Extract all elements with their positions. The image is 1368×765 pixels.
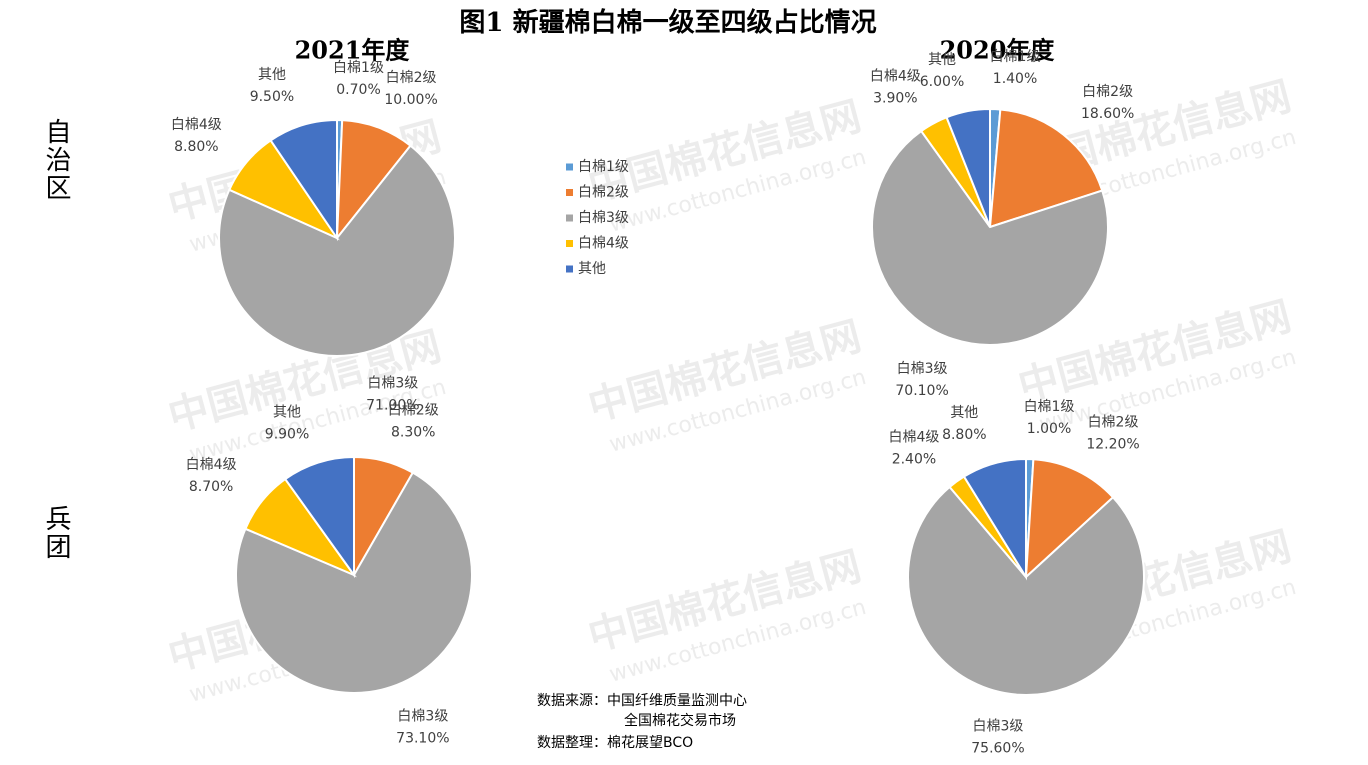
slice-value: 8.80% — [174, 139, 218, 155]
slice-value: 1.00% — [1027, 421, 1071, 437]
column-label: 2021年度 — [295, 36, 411, 65]
source: 数据来源：中国纤维质量监测中心 — [537, 693, 747, 709]
slice-value: 8.70% — [189, 479, 233, 495]
slice-value: 18.60% — [1081, 106, 1134, 122]
slice-category: 白棉1级 — [990, 48, 1041, 65]
slice-category: 白棉3级 — [367, 374, 418, 391]
slice-category: 白棉1级 — [1024, 398, 1075, 415]
slice-value: 9.50% — [250, 89, 294, 105]
slice-value: 2.40% — [892, 452, 936, 468]
slice-value: 10.00% — [384, 92, 437, 108]
legend-swatch — [566, 163, 573, 171]
legend-swatch — [566, 189, 573, 196]
chart-title: 图1 新疆棉白棉一级至四级占比情况 — [459, 7, 876, 38]
pie-slice — [235, 471, 473, 694]
slice-category: 白棉3级 — [897, 360, 948, 377]
slice-value: 9.90% — [265, 427, 309, 443]
slice-category: 白棉1级 — [333, 59, 384, 76]
slice-category: 白棉2级 — [386, 69, 437, 86]
slice-category: 白棉2级 — [1088, 414, 1139, 431]
slice-value: 3.90% — [873, 91, 917, 107]
slice-category: 其他 — [950, 405, 978, 421]
slice-category: 其他 — [258, 67, 286, 83]
pie-slice — [1024, 458, 1115, 580]
slice-value: 8.30% — [391, 424, 435, 440]
slice-category: 白棉4级 — [870, 68, 921, 85]
slice-category: 白棉4级 — [888, 429, 939, 446]
pie-slice — [269, 118, 338, 242]
slice-value: 70.10% — [895, 383, 948, 399]
legend-label: 白棉2级 — [578, 184, 629, 201]
source: 数据整理：棉花展望BCO — [537, 734, 693, 751]
legend-label: 白棉4级 — [578, 235, 629, 252]
legend-label: 白棉1级 — [578, 158, 629, 175]
pie-slice — [907, 485, 1145, 696]
slice-value: 8.80% — [942, 427, 986, 443]
legend-swatch — [566, 214, 573, 222]
slice-value: 75.60% — [971, 741, 1024, 757]
row-label: 自治区 — [41, 118, 71, 202]
legend-label: 其他 — [578, 261, 606, 277]
slice-value: 73.10% — [396, 731, 449, 747]
slice-category: 其他 — [273, 405, 301, 421]
slice-value: 71.00% — [366, 397, 419, 413]
slice-category: 白棉4级 — [171, 116, 222, 133]
slice-value: 6.00% — [920, 74, 964, 90]
slice-value: 1.40% — [993, 71, 1037, 87]
pie-slice — [283, 455, 355, 579]
slice-category: 白棉3级 — [972, 718, 1023, 735]
slice-category: 其他 — [928, 52, 956, 68]
pie-slice — [945, 107, 991, 228]
pie-slice — [335, 119, 412, 242]
pie-slice — [988, 108, 1104, 229]
source: 全国棉花交易市场 — [624, 712, 736, 729]
legend-swatch — [566, 240, 573, 247]
pie-slice — [218, 144, 456, 357]
slice-category: 白棉2级 — [388, 401, 439, 418]
legend-swatch — [566, 265, 573, 273]
slice-category: 白棉3级 — [397, 708, 448, 725]
pie-slice — [871, 129, 1109, 346]
slice-category: 白棉2级 — [1082, 83, 1133, 100]
pie-slice — [962, 457, 1027, 581]
slice-value: 12.20% — [1086, 437, 1139, 453]
legend-label: 白棉3级 — [578, 209, 629, 226]
column-label: 2020年度 — [940, 36, 1056, 65]
slice-category: 白棉4级 — [186, 456, 237, 473]
row-label: 兵团 — [41, 505, 71, 561]
slice-value: 0.70% — [336, 82, 380, 98]
